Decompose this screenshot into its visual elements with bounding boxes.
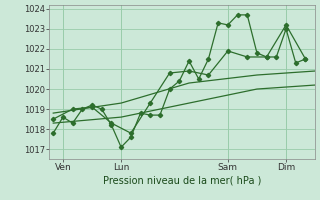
- X-axis label: Pression niveau de la mer( hPa ): Pression niveau de la mer( hPa ): [103, 175, 261, 185]
